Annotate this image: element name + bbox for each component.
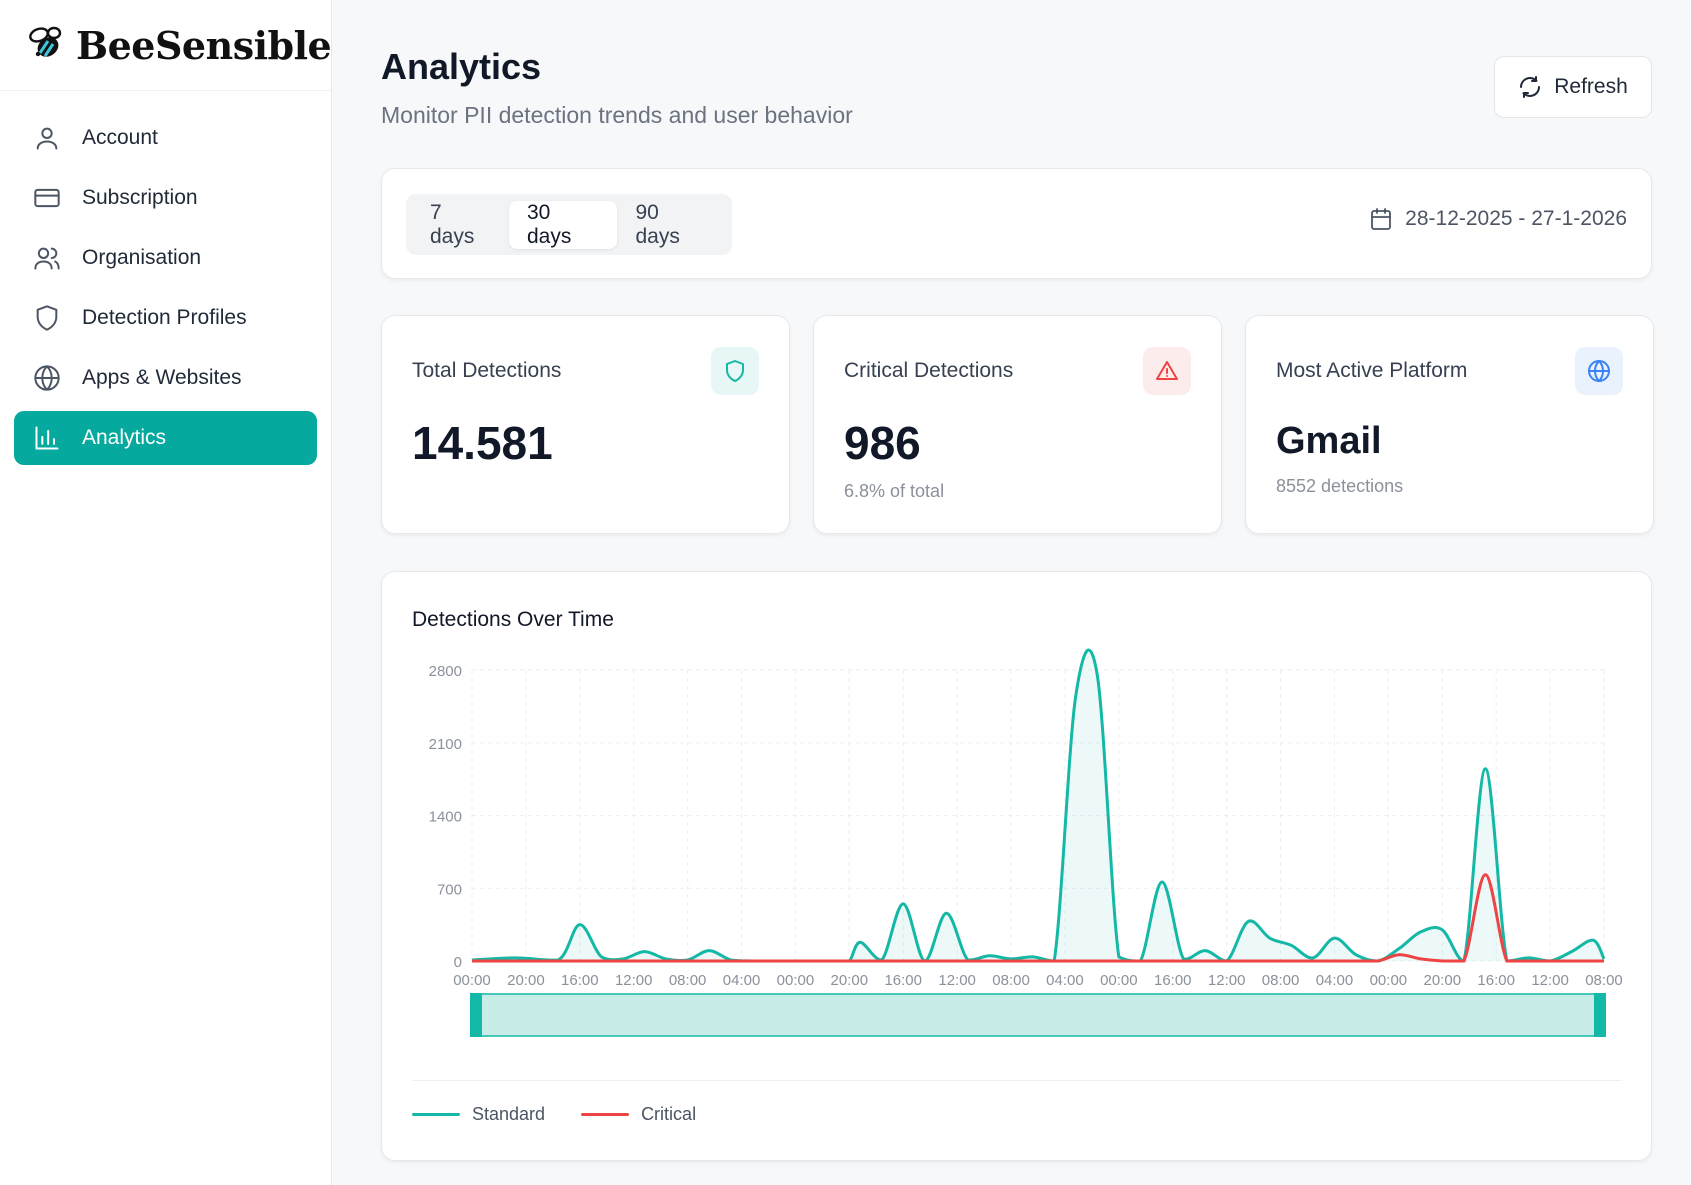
x-tick-label: 16:00 <box>1477 972 1515 989</box>
refresh-label: Refresh <box>1554 75 1628 98</box>
filter-card: 7 days 30 days 90 days 28-12-2025 - 27-1… <box>381 168 1652 279</box>
legend-label: Critical <box>641 1104 697 1124</box>
stat-note: 6.8% of total <box>844 481 945 501</box>
sidebar-item-apps-websites[interactable]: Apps & Websites <box>14 351 317 405</box>
calendar-icon <box>1371 208 1392 230</box>
brand-name: BeeSensible <box>76 22 332 68</box>
range-90-days[interactable]: 90 days <box>635 200 680 248</box>
x-tick-label: 08:00 <box>1262 972 1300 989</box>
sidebar: BeeSensible Account Subscription Organis… <box>0 0 332 1185</box>
chart-title: Detections Over Time <box>412 608 614 631</box>
x-tick-label: 08:00 <box>669 972 707 989</box>
x-tick-label: 12:00 <box>938 972 976 989</box>
legend-label: Standard <box>472 1104 546 1124</box>
legend-swatch <box>581 1113 630 1116</box>
page-subtitle: Monitor PII detection trends and user be… <box>381 102 853 128</box>
y-tick-label: 700 <box>437 881 462 898</box>
y-tick-label: 0 <box>454 954 462 971</box>
zoom-slider-handle-left <box>470 993 482 1037</box>
zoom-slider-track <box>471 993 1605 1037</box>
divider <box>412 1080 1621 1081</box>
legend-item-critical[interactable]: Critical <box>581 1104 696 1125</box>
x-tick-label: 16:00 <box>561 972 599 989</box>
sidebar-nav: Account Subscription Organisation Detect… <box>0 91 331 465</box>
sidebar-item-label: Apps & Websites <box>82 366 242 389</box>
stat-value: 986 <box>844 417 921 469</box>
range-7-days[interactable]: 7 days <box>430 200 475 248</box>
sidebar-item-label: Account <box>82 126 158 149</box>
x-tick-label: 16:00 <box>1154 972 1192 989</box>
sidebar-item-organisation[interactable]: Organisation <box>14 231 317 285</box>
x-tick-label: 00:00 <box>453 972 491 989</box>
x-tick-label: 00:00 <box>1370 972 1408 989</box>
stat-value: Gmail <box>1276 420 1382 462</box>
bee-icon <box>26 25 66 65</box>
zoom-slider-handle-right <box>1594 993 1606 1037</box>
legend-item-standard[interactable]: Standard <box>412 1104 545 1125</box>
sidebar-item-label: Subscription <box>82 186 198 209</box>
date-range[interactable]: 28-12-2025 - 27-1-2026 <box>1369 207 1627 231</box>
x-tick-label: 20:00 <box>831 972 869 989</box>
x-tick-label: 12:00 <box>615 972 653 989</box>
series-area-standard <box>472 650 1604 961</box>
stat-note: 8552 detections <box>1276 476 1404 496</box>
stat-card-platform: Most Active Platform Gmail 8552 detectio… <box>1245 315 1654 534</box>
alert-triangle-icon <box>1143 347 1191 395</box>
refresh-button[interactable]: Refresh <box>1494 56 1652 118</box>
x-tick-label: 08:00 <box>1585 972 1623 989</box>
sidebar-item-account[interactable]: Account <box>14 111 317 165</box>
stat-title: Most Active Platform <box>1276 359 1468 382</box>
sidebar-item-label: Analytics <box>82 426 167 449</box>
x-tick-label: 04:00 <box>1316 972 1354 989</box>
detections-chart: 0 700 1400 2100 2800 00:00 20:00 16:00 12:00 08:0… <box>429 648 1623 1037</box>
x-tick-label: 04:00 <box>723 972 761 989</box>
globe-icon <box>32 363 62 393</box>
x-tick-label: 04:00 <box>1046 972 1084 989</box>
user-icon <box>32 123 62 153</box>
shield-icon <box>711 347 759 395</box>
users-icon <box>32 243 62 273</box>
x-tick-label: 00:00 <box>1100 972 1138 989</box>
x-tick-label: 20:00 <box>1424 972 1462 989</box>
sidebar-item-detection-profiles[interactable]: Detection Profiles <box>14 291 317 345</box>
sidebar-item-label: Organisation <box>82 246 202 269</box>
chart-card: Detections Over Time 0 700 1400 2100 2800 00:… <box>381 571 1652 1161</box>
x-tick-label: 20:00 <box>507 972 545 989</box>
date-range-label: 28-12-2025 - 27-1-2026 <box>1405 207 1627 230</box>
legend-swatch <box>412 1113 460 1116</box>
y-tick-label: 1400 <box>429 809 462 826</box>
stat-card-critical: Critical Detections 986 6.8% of total <box>813 315 1222 534</box>
page-title: Analytics <box>381 46 542 87</box>
shield-icon <box>32 303 62 333</box>
x-tick-label: 12:00 <box>1208 972 1246 989</box>
credit-card-icon <box>32 183 62 213</box>
refresh-icon <box>1520 76 1541 98</box>
sidebar-item-subscription[interactable]: Subscription <box>14 171 317 225</box>
x-tick-label: 16:00 <box>884 972 922 989</box>
sidebar-item-analytics[interactable]: Analytics <box>14 411 317 465</box>
series-line-standard <box>471 648 1606 963</box>
x-tick-label: 00:00 <box>777 972 815 989</box>
range-selector: 7 days 30 days 90 days <box>406 194 732 255</box>
stat-title: Total Detections <box>412 359 562 382</box>
x-tick-label: 12:00 <box>1531 972 1569 989</box>
sidebar-item-label: Detection Profiles <box>82 306 247 329</box>
stat-card-total: Total Detections 14.581 <box>381 315 790 534</box>
brand[interactable]: BeeSensible <box>0 0 332 91</box>
stat-value: 14.581 <box>412 417 553 469</box>
y-tick-label: 2100 <box>429 736 462 753</box>
x-tick-label: 08:00 <box>992 972 1030 989</box>
series-line-critical <box>472 873 1604 963</box>
chart-legend: Standard Critical <box>412 1104 732 1125</box>
range-30-days[interactable]: 30 days <box>508 200 618 249</box>
y-tick-label: 2800 <box>429 663 462 680</box>
stat-title: Critical Detections <box>844 359 1014 382</box>
bar-chart-icon <box>32 423 62 453</box>
globe-icon <box>1575 347 1623 395</box>
